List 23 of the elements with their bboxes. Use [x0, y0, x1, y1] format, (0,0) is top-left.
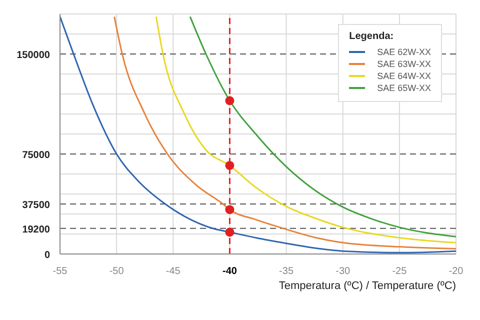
legend-label: SAE 62W-XX: [377, 47, 431, 57]
y-tick-label: 19200: [22, 224, 50, 236]
y-tick-label: 150000: [16, 50, 50, 61]
x-tick-label: -50: [109, 266, 124, 277]
point: [225, 205, 234, 214]
x-tick-label: -30: [336, 266, 351, 277]
legend-title: Legenda:: [349, 31, 395, 42]
y-tick-label: 37500: [22, 200, 50, 211]
x-axis-title: Temperatura (ºC) / Temperature (ºC): [278, 280, 456, 292]
x-tick-label: -40: [222, 266, 238, 277]
point: [225, 96, 234, 106]
y-tick-label: 0: [44, 250, 50, 261]
legend-label: SAE 65W-XX: [377, 83, 431, 93]
x-tick-label: -20: [448, 266, 464, 277]
point: [225, 160, 234, 170]
point: [225, 228, 234, 237]
y-tick-label: 75000: [22, 150, 50, 161]
legend-label: SAE 64W-XX: [377, 71, 431, 81]
x-tick-label: -45: [166, 266, 181, 277]
x-tick-label: -25: [392, 266, 408, 277]
x-tick-label: -55: [52, 266, 68, 277]
x-tick-label: -35: [279, 266, 294, 277]
legend-label: SAE 63W-XX: [377, 59, 431, 69]
